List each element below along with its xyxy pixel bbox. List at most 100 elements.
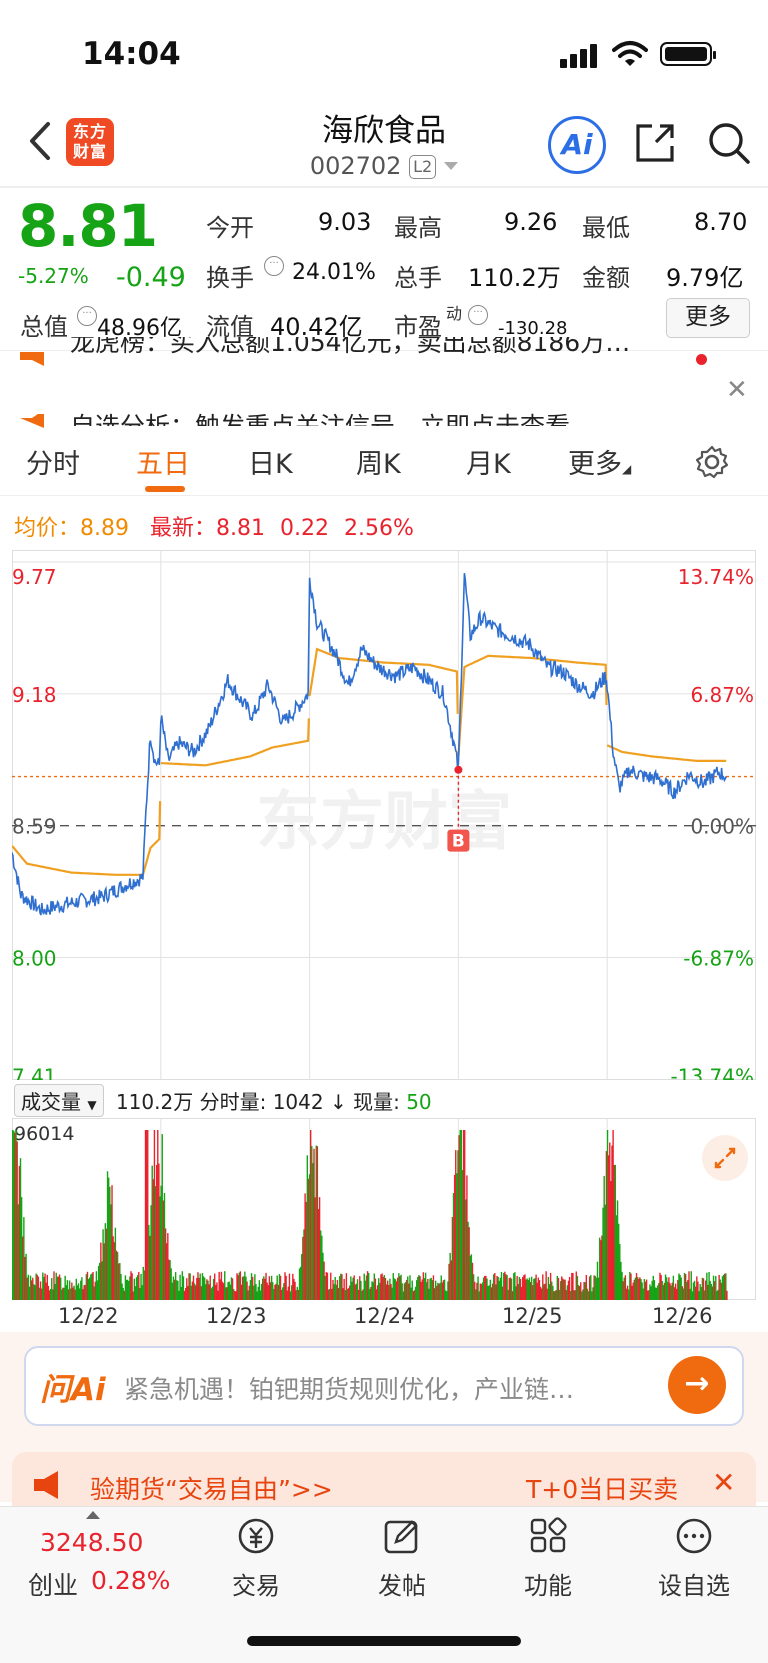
volume-bar <box>16 1141 18 1300</box>
volume-bar <box>77 1283 80 1300</box>
stock-code-selector[interactable]: 002702 L2 <box>0 152 768 180</box>
volume-bar <box>129 1276 131 1300</box>
volume-bar <box>361 1290 363 1300</box>
expand-icon[interactable] <box>702 1135 748 1181</box>
volume-bar <box>481 1282 484 1300</box>
nav-functions[interactable]: 功能 <box>498 1516 598 1601</box>
volume-bar <box>13 1130 15 1300</box>
volume-bar <box>350 1276 352 1300</box>
volume-bar <box>663 1282 666 1300</box>
volume-bar <box>489 1279 492 1300</box>
volume-bar <box>509 1277 512 1300</box>
volume-bar <box>35 1273 37 1300</box>
volume-bar <box>225 1287 227 1300</box>
volume-bar <box>230 1277 233 1300</box>
volume-bar <box>642 1288 644 1300</box>
nav-add-watchlist[interactable]: 设自选 <box>644 1516 744 1601</box>
more-quote-button[interactable]: 更多 <box>666 298 750 338</box>
news-text: 龙虎榜：买入总额1.054亿元，卖出总额8186万… <box>70 337 631 357</box>
volume-bar <box>177 1280 179 1300</box>
volume-bar <box>198 1277 200 1300</box>
volume-bar <box>141 1285 143 1300</box>
close-icon[interactable]: ✕ <box>712 1466 736 1499</box>
volume-bar <box>586 1288 589 1300</box>
volume-bar <box>213 1273 216 1300</box>
volume-bar <box>388 1285 390 1300</box>
volume-bar <box>491 1283 494 1300</box>
volume-bar <box>173 1279 176 1300</box>
tab-weekly-k[interactable]: 周K <box>356 449 401 480</box>
y-axis-left-tick: 7.41 <box>12 1064 57 1080</box>
volume-bar <box>511 1291 514 1300</box>
volume-bar <box>426 1282 428 1300</box>
search-icon[interactable] <box>706 120 752 166</box>
index-value[interactable]: 3248.50 <box>40 1528 144 1557</box>
news-ticker-item[interactable]: 自选分析：触发重点关注信号，立即点击查看 <box>70 412 690 426</box>
volume-bar <box>410 1287 412 1300</box>
volume-bar <box>82 1289 84 1300</box>
volume-bar <box>428 1288 430 1300</box>
volume-bar <box>180 1286 182 1300</box>
volume-bar <box>139 1287 141 1300</box>
volume-bar <box>466 1175 468 1300</box>
volume-bar <box>690 1271 692 1300</box>
volume-bar <box>661 1280 663 1300</box>
tab-daily-k[interactable]: 日K <box>248 449 293 480</box>
y-axis-left-tick: 8.00 <box>12 947 57 971</box>
low-value: 8.70 <box>694 208 748 236</box>
volume-bar <box>251 1276 254 1300</box>
volume-bar <box>566 1285 569 1300</box>
volume-bar <box>418 1275 420 1300</box>
tab-intraday[interactable]: 分时 <box>26 449 80 480</box>
ai-prompt-text[interactable]: 紧急机遇！铂钯期货规则优化，产业链… <box>124 1375 575 1404</box>
tab-more[interactable]: 更多◢ <box>568 449 632 480</box>
info-icon[interactable]: ··· <box>468 305 488 325</box>
volume-bar <box>427 1279 429 1300</box>
last-label: 最新： <box>150 516 217 541</box>
volume-bar <box>163 1193 166 1300</box>
index-name[interactable]: 创业 <box>28 1571 79 1600</box>
volume-bar <box>639 1277 641 1300</box>
ai-button[interactable]: Ai <box>548 116 606 174</box>
volume-bar <box>380 1274 382 1300</box>
back-icon[interactable] <box>26 118 56 164</box>
pe-label: 市盈 <box>394 313 442 341</box>
tab-five-day[interactable]: 五日 <box>136 449 190 480</box>
volume-bar <box>580 1282 582 1300</box>
volume-bar <box>657 1285 659 1300</box>
volume-bar <box>615 1215 618 1300</box>
nav-post[interactable]: 发帖 <box>352 1516 452 1601</box>
volume-bar <box>510 1278 513 1300</box>
volume-bar <box>715 1276 717 1300</box>
volume-indicator-dropdown[interactable]: 成交量 ▼ <box>14 1084 104 1117</box>
volume-bar <box>208 1284 210 1300</box>
info-icon[interactable]: ··· <box>77 306 97 326</box>
ai-ask-box[interactable] <box>24 1346 744 1426</box>
volume-bar <box>78 1288 81 1300</box>
tab-monthly-k[interactable]: 月K <box>466 449 511 480</box>
gear-icon[interactable] <box>694 444 730 480</box>
share-icon[interactable] <box>632 120 678 166</box>
volume-bar <box>640 1279 642 1300</box>
volume-bar <box>659 1272 661 1300</box>
volume-bar <box>126 1279 129 1300</box>
volume-bar <box>693 1280 696 1300</box>
volume-bar <box>668 1277 670 1300</box>
nav-trade[interactable]: 交易 <box>206 1516 306 1601</box>
info-icon[interactable]: ··· <box>264 256 284 276</box>
volume-bar <box>578 1286 581 1300</box>
volume-bar <box>86 1271 89 1300</box>
close-icon[interactable]: ✕ <box>726 375 748 405</box>
volume-bar <box>325 1272 327 1300</box>
volume-bar <box>67 1289 70 1300</box>
expand-up-icon[interactable] <box>86 1511 100 1519</box>
volume-bar <box>157 1130 159 1300</box>
arrow-right-icon[interactable]: → <box>668 1356 726 1414</box>
volume-bar <box>415 1280 418 1300</box>
signal-icon <box>560 44 600 68</box>
volume-chart[interactable]: 96014 <box>12 1118 756 1300</box>
volume-bar <box>582 1289 584 1300</box>
volume-bar <box>353 1275 355 1300</box>
news-ticker-item[interactable]: 龙虎榜：买入总额1.054亿元，卖出总额8186万… <box>70 337 690 361</box>
